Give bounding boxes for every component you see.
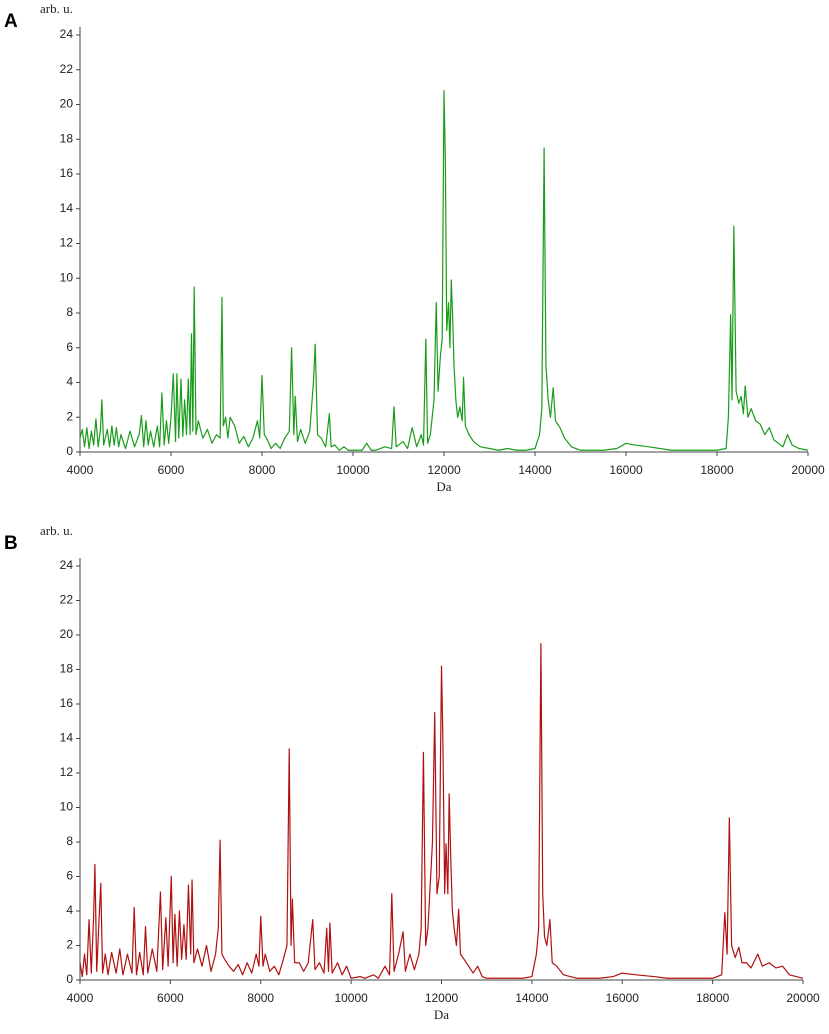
y-tick-label: 6 xyxy=(66,869,73,883)
y-tick-label: 12 xyxy=(60,765,74,779)
y-tick-label: 18 xyxy=(60,131,74,145)
x-tick-label: 4000 xyxy=(67,991,94,1005)
y-tick-label: 18 xyxy=(60,662,74,676)
y-tick-label: 24 xyxy=(60,27,74,41)
x-tick-label: 20000 xyxy=(786,991,820,1005)
x-axis-label: Da xyxy=(434,1007,449,1022)
x-tick-label: 20000 xyxy=(791,463,825,477)
panel-label: A xyxy=(4,11,18,32)
x-tick-label: 6000 xyxy=(157,991,184,1005)
y-tick-label: 10 xyxy=(60,270,74,284)
y-tick-label: 24 xyxy=(60,558,74,572)
x-tick-label: 10000 xyxy=(336,463,370,477)
x-tick-label: 16000 xyxy=(609,463,643,477)
y-axis-label: arb. u. xyxy=(40,523,73,538)
x-tick-label: 12000 xyxy=(425,991,459,1005)
x-tick-label: 6000 xyxy=(158,463,185,477)
spectrum-line xyxy=(79,90,809,451)
x-tick-label: 16000 xyxy=(606,991,640,1005)
y-tick-label: 22 xyxy=(60,593,74,607)
x-axis-label: Da xyxy=(436,479,451,494)
y-tick-label: 20 xyxy=(60,97,74,111)
y-tick-label: 4 xyxy=(66,903,73,917)
x-tick-label: 4000 xyxy=(67,463,94,477)
x-tick-label: 8000 xyxy=(249,463,276,477)
y-tick-label: 22 xyxy=(60,62,74,76)
panel-label: B xyxy=(4,533,18,554)
y-tick-label: 14 xyxy=(60,731,74,745)
y-tick-label: 20 xyxy=(60,627,74,641)
y-tick-label: 16 xyxy=(60,696,74,710)
y-tick-label: 0 xyxy=(66,444,73,458)
y-tick-label: 12 xyxy=(60,236,74,250)
y-tick-label: 0 xyxy=(66,972,73,986)
x-tick-label: 18000 xyxy=(696,991,730,1005)
x-tick-label: 12000 xyxy=(427,463,461,477)
y-tick-label: 8 xyxy=(66,834,73,848)
spectrum-line xyxy=(79,643,804,979)
y-tick-label: 4 xyxy=(66,375,73,389)
y-tick-label: 2 xyxy=(66,938,73,952)
y-axis-label: arb. u. xyxy=(40,1,73,16)
x-tick-label: 18000 xyxy=(700,463,734,477)
y-tick-label: 2 xyxy=(66,409,73,423)
x-tick-label: 10000 xyxy=(334,991,368,1005)
x-tick-label: 14000 xyxy=(515,991,549,1005)
y-tick-label: 14 xyxy=(60,201,74,215)
y-tick-label: 16 xyxy=(60,166,74,180)
y-tick-label: 6 xyxy=(66,340,73,354)
y-tick-label: 10 xyxy=(60,800,74,814)
y-tick-label: 8 xyxy=(66,305,73,319)
x-tick-label: 8000 xyxy=(247,991,274,1005)
x-tick-label: 14000 xyxy=(518,463,552,477)
